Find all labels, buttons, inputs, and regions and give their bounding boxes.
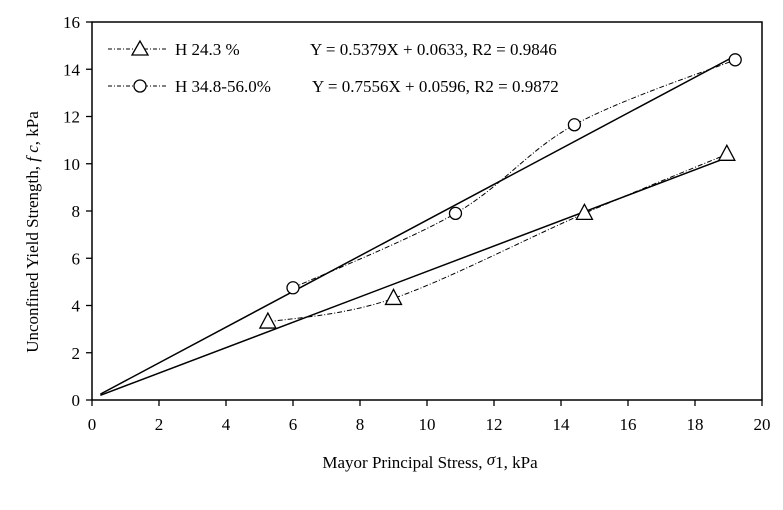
legend-label: H 24.3 % xyxy=(175,40,240,59)
triangle-marker-icon xyxy=(130,39,150,56)
circle-marker-icon xyxy=(448,206,463,221)
y-axis-title-symbol: f c xyxy=(23,145,42,162)
x-tick-label: 4 xyxy=(222,415,231,434)
y-tick-label: 10 xyxy=(63,155,80,174)
regression-line-1 xyxy=(100,156,729,397)
x-tick-label: 2 xyxy=(155,415,164,434)
triangle-marker-icon xyxy=(575,202,594,221)
sigma-symbol: σ xyxy=(487,450,496,469)
x-axis-title: Mayor Principal Stress, σ1, kPa xyxy=(322,450,538,472)
data-curves xyxy=(267,59,736,323)
x-axis-title-subscript: 1 xyxy=(495,453,504,472)
legend-equation: Y = 0.5379X + 0.0633, R2 = 0.9846 xyxy=(310,40,557,59)
legend-equation: Y = 0.7556X + 0.0596, R2 = 0.9872 xyxy=(312,77,559,96)
x-tick-label: 6 xyxy=(289,415,298,434)
triangle-marker-icon xyxy=(384,288,403,306)
legend: H 24.3 % Y = 0.5379X + 0.0633, R2 = 0.98… xyxy=(108,39,559,96)
legend-label: H 34.8-56.0% xyxy=(175,77,271,96)
circle-marker-icon xyxy=(133,79,147,93)
y-tick-label: 14 xyxy=(63,60,81,79)
x-axis-ticks: 0 2 4 6 8 10 12 14 16 18 20 xyxy=(88,400,771,434)
x-tick-label: 14 xyxy=(553,415,571,434)
data-markers xyxy=(258,53,742,329)
circle-marker-icon xyxy=(286,281,300,295)
x-tick-label: 20 xyxy=(754,415,771,434)
y-axis-title: Unconfined Yield Strength, f c, kPa xyxy=(23,111,42,353)
legend-item-h24: H 24.3 % Y = 0.5379X + 0.0633, R2 = 0.98… xyxy=(108,39,557,59)
x-tick-label: 12 xyxy=(486,415,503,434)
y-axis-title-text: Unconfined Yield Strength, xyxy=(23,162,42,353)
y-tick-label: 4 xyxy=(72,297,81,316)
data-curve-2 xyxy=(292,59,736,289)
x-tick-label: 18 xyxy=(687,415,704,434)
legend-item-h34-56: H 34.8-56.0% Y = 0.7556X + 0.0596, R2 = … xyxy=(108,77,559,96)
x-axis-title-text: Mayor Principal Stress, xyxy=(322,453,486,472)
x-tick-label: 0 xyxy=(88,415,97,434)
triangle-marker-icon xyxy=(717,143,736,161)
circle-marker-icon xyxy=(567,118,582,132)
y-axis-title-unit: , kPa xyxy=(23,111,42,145)
y-tick-label: 6 xyxy=(72,249,81,268)
x-tick-label: 10 xyxy=(419,415,436,434)
regression-lines xyxy=(100,55,736,397)
y-axis-ticks: 0 2 4 6 8 10 12 14 16 xyxy=(63,13,92,410)
circle-marker-icon xyxy=(728,53,742,67)
triangle-marker-icon xyxy=(258,311,277,329)
y-tick-label: 16 xyxy=(63,13,80,32)
data-curve-1 xyxy=(267,153,728,323)
x-tick-label: 16 xyxy=(620,415,637,434)
regression-line-2 xyxy=(100,55,736,395)
x-axis-title-unit: , kPa xyxy=(504,453,538,472)
y-tick-label: 2 xyxy=(72,344,81,363)
y-tick-label: 12 xyxy=(63,108,80,127)
y-tick-label: 8 xyxy=(72,202,81,221)
y-tick-label: 0 xyxy=(72,391,81,410)
x-tick-label: 8 xyxy=(356,415,365,434)
